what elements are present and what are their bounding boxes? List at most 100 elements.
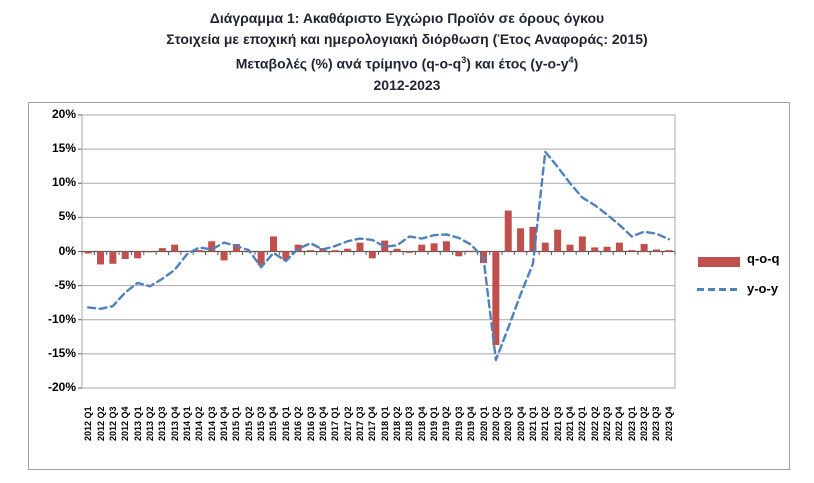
x-axis-label: 2014 Q2 (194, 406, 205, 441)
qoq-bar (467, 250, 475, 252)
x-axis-label: 2022 Q1 (577, 406, 588, 441)
x-axis-label: 2012 Q4 (120, 406, 131, 441)
qoq-bar (97, 251, 105, 265)
qoq-bar (455, 251, 463, 257)
qoq-bar (665, 250, 673, 252)
x-axis-label: 2021 Q1 (527, 406, 538, 441)
x-axis-label: 2016 Q2 (293, 406, 304, 441)
y-axis-label: -5% (54, 277, 76, 292)
chart-plot (28, 102, 790, 470)
qoq-bar (307, 250, 315, 252)
qoq-bar (517, 228, 525, 252)
chart-title-line4: 2012-2023 (373, 76, 441, 93)
x-axis-label: 2021 Q4 (564, 406, 575, 441)
x-axis-label: 2017 Q2 (342, 406, 353, 441)
qoq-bar (418, 244, 426, 252)
x-axis-label: 2012 Q3 (107, 406, 118, 441)
x-axis-label: 2023 Q2 (639, 406, 650, 441)
chart-title: Διάγραμμα 1: Ακαθάριστο Εγχώριο Προϊόν σ… (0, 8, 814, 96)
y-axis-label: 15% (51, 141, 76, 156)
qoq-bar (554, 229, 562, 252)
qoq-bar (356, 242, 364, 252)
qoq-bar (368, 251, 376, 259)
x-axis-label: 2023 Q3 (651, 406, 662, 441)
qoq-bar (109, 251, 117, 264)
x-axis-label: 2014 Q3 (206, 406, 217, 441)
qoq-bar (146, 251, 154, 253)
qoq-bar (220, 251, 228, 261)
qoq-bar (282, 251, 290, 260)
qoq-bar (183, 250, 191, 252)
x-axis-label: 2019 Q4 (466, 406, 477, 441)
x-axis-label: 2018 Q4 (416, 406, 427, 441)
y-axis-label: 10% (51, 175, 76, 190)
x-axis-label: 2020 Q4 (515, 406, 526, 441)
qoq-bar (208, 241, 216, 252)
x-axis-label: 2015 Q1 (231, 406, 242, 441)
qoq-bar (134, 251, 142, 259)
x-axis-label: 2017 Q4 (367, 406, 378, 441)
qoq-bar (504, 210, 512, 252)
qoq-bar (171, 244, 179, 252)
qoq-bar (84, 251, 92, 254)
qoq-bar (405, 251, 413, 253)
x-axis-label: 2018 Q2 (392, 406, 403, 441)
y-axis-label: 5% (58, 209, 76, 224)
x-axis-label: 2016 Q1 (280, 406, 291, 441)
x-axis-label: 2019 Q3 (453, 406, 464, 441)
x-axis-label: 2015 Q4 (268, 406, 279, 441)
x-axis-label: 2023 Q4 (663, 406, 674, 441)
x-axis-label: 2019 Q1 (429, 406, 440, 441)
qoq-bar (492, 251, 500, 346)
x-axis-label: 2017 Q3 (354, 406, 365, 441)
footnote-ref-3: 3 (461, 55, 467, 65)
qoq-bar (615, 242, 623, 252)
x-axis-label: 2020 Q2 (490, 406, 501, 441)
chart-title-line3: Μεταβολές (%) ανά τρίμηνο (q-o-q3) και έ… (235, 55, 579, 72)
x-axis-label: 2023 Q1 (626, 406, 637, 441)
chart-title-line1: Διάγραμμα 1: Ακαθάριστο Εγχώριο Προϊόν σ… (209, 10, 605, 26)
x-axis-label: 2022 Q4 (614, 406, 625, 441)
qoq-bar (121, 251, 129, 260)
qoq-bar (232, 243, 240, 252)
yoy-line (86, 150, 671, 362)
x-axis-label: 2022 Q2 (589, 406, 600, 441)
qoq-bar (344, 248, 352, 252)
qoq-bar (578, 236, 586, 252)
qoq-bar (566, 244, 574, 252)
x-axis-label: 2021 Q3 (552, 406, 563, 441)
y-axis-label: 0% (58, 243, 76, 258)
y-axis-label: -10% (47, 311, 76, 326)
qoq-bar (430, 243, 438, 252)
x-axis-label: 2017 Q1 (330, 406, 341, 441)
x-axis-label: 2015 Q2 (243, 406, 254, 441)
x-axis-label: 2020 Q1 (478, 406, 489, 441)
qoq-bar (541, 242, 549, 252)
x-axis-label: 2021 Q2 (540, 406, 551, 441)
qoq-bar (257, 251, 265, 266)
x-axis-label: 2016 Q3 (305, 406, 316, 441)
qoq-bar (591, 247, 599, 252)
x-axis-label: 2020 Q3 (503, 406, 514, 441)
x-axis-label: 2012 Q2 (95, 406, 106, 441)
y-axis-label: -15% (47, 345, 76, 360)
x-axis-label: 2013 Q3 (157, 406, 168, 441)
legend-line-swatch (697, 288, 741, 291)
legend-bar-label: q-o-q (747, 251, 780, 266)
x-axis-label: 2019 Q2 (441, 406, 452, 441)
x-axis-label: 2018 Q1 (379, 406, 390, 441)
footnote-ref-4: 4 (568, 55, 574, 65)
qoq-bar (442, 241, 450, 252)
qoq-bar (652, 249, 660, 252)
qoq-bar (331, 250, 339, 252)
x-axis-label: 2014 Q4 (219, 406, 230, 441)
y-axis-label: -20% (47, 380, 76, 394)
qoq-bar (195, 250, 203, 252)
x-axis-label: 2022 Q3 (602, 406, 613, 441)
x-axis-label: 2015 Q3 (256, 406, 267, 441)
qoq-bar (529, 226, 537, 252)
legend-bar-swatch (698, 257, 740, 267)
qoq-bar (628, 250, 636, 252)
qoq-bar (269, 236, 277, 252)
